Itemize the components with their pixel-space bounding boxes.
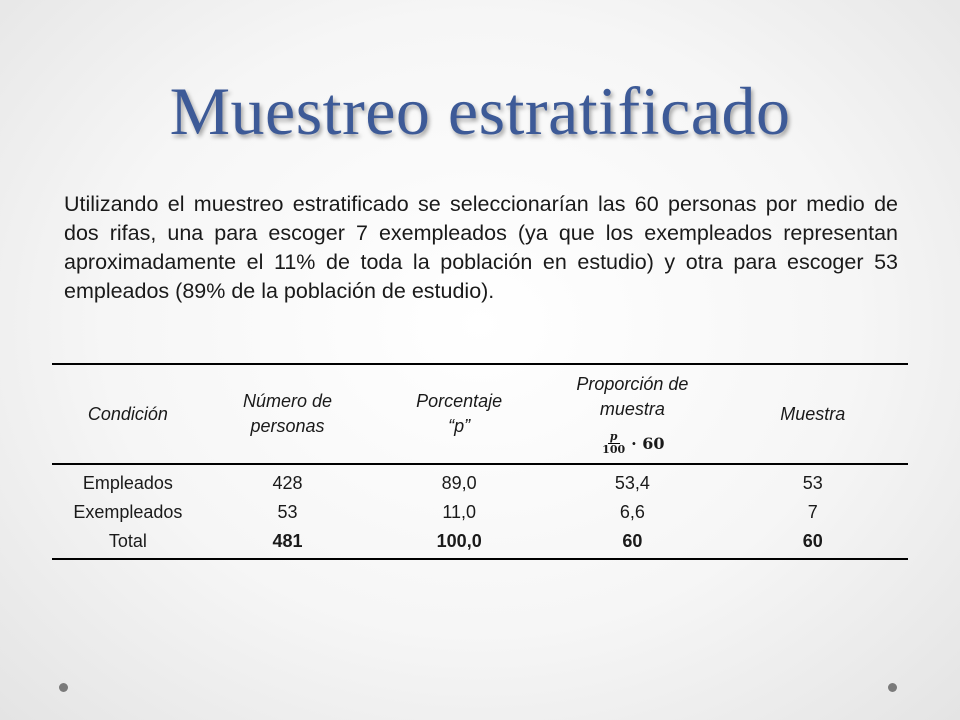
stratified-sample-table: Condición Número de personas Porcentaje … xyxy=(52,363,908,560)
body-paragraph: Utilizando el muestreo estratificado se … xyxy=(64,192,898,303)
cell-condicion: Empleados xyxy=(82,473,173,493)
formula-denominator: 100 xyxy=(602,443,626,456)
table-header-row: Condición Número de personas Porcentaje … xyxy=(52,364,908,464)
proportion-formula: p 100 · 60 xyxy=(600,431,664,456)
cell-condicion: Total xyxy=(108,531,147,551)
cell-muestra: 53 xyxy=(802,473,823,493)
table-row-total: Total 481 100,0 60 60 xyxy=(52,527,908,559)
header-porcentaje-label: Porcentaje xyxy=(416,391,503,411)
cell-numero: 481 xyxy=(272,531,303,551)
formula-multiplier: · 60 xyxy=(631,434,665,453)
header-muestra: Muestra xyxy=(780,403,846,424)
slide-title: Muestreo estratificado xyxy=(169,73,791,149)
header-proporcion: Proporción de muestra p 100 · 60 xyxy=(547,364,718,464)
formula-fraction: p 100 xyxy=(600,431,627,456)
cell-proporcion: 60 xyxy=(622,531,643,551)
formula-numerator: p xyxy=(607,430,620,444)
cell-porcentaje: 100,0 xyxy=(436,531,482,551)
header-porcentaje-symbol: “p” xyxy=(448,416,471,436)
cell-porcentaje: 11,0 xyxy=(442,502,477,522)
table-row: Empleados 428 89,0 53,4 53 xyxy=(52,464,908,498)
decorative-dot-right xyxy=(888,683,897,692)
header-condicion: Condición xyxy=(87,403,168,424)
table-row: Exempleados 53 11,0 6,6 7 xyxy=(52,498,908,527)
header-porcentaje: Porcentaje “p” xyxy=(371,364,547,464)
cell-condicion: Exempleados xyxy=(73,502,183,522)
header-numero-personas: Número de personas xyxy=(242,391,333,436)
header-proporcion-label: Proporción de muestra xyxy=(576,374,689,419)
cell-porcentaje: 89,0 xyxy=(441,473,477,493)
cell-muestra: 60 xyxy=(802,531,823,551)
decorative-dot-left xyxy=(59,683,68,692)
cell-proporcion: 6,6 xyxy=(619,502,645,522)
cell-numero: 428 xyxy=(272,473,303,493)
cell-proporcion: 53,4 xyxy=(614,473,650,493)
cell-numero: 53 xyxy=(277,502,298,522)
cell-muestra: 7 xyxy=(807,502,818,522)
